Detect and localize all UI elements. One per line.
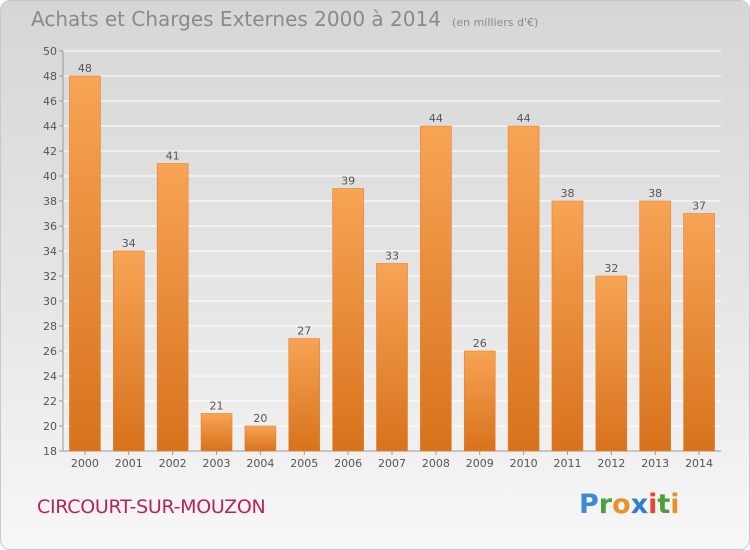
x-tick-label-2010: 2010	[510, 457, 538, 470]
x-tick-label-2009: 2009	[466, 457, 494, 470]
x-tick-label-2012: 2012	[597, 457, 625, 470]
x-tick-label-2014: 2014	[685, 457, 713, 470]
x-tick-label-2008: 2008	[422, 457, 450, 470]
data-label-2001: 34	[122, 237, 136, 250]
y-tick-label: 38	[43, 195, 57, 208]
y-tick-label: 22	[43, 395, 57, 408]
bar-2006	[332, 188, 364, 452]
bar-2009	[463, 350, 496, 452]
data-label-2000: 48	[78, 62, 92, 75]
x-tick-label-2001: 2001	[115, 457, 143, 470]
y-tick-label: 26	[43, 345, 57, 358]
y-tick-label: 50	[43, 45, 57, 58]
bar-2005	[288, 338, 321, 452]
label-layer: 48 34 41 21 20 27 39 33 44 26 44 38 32 38 37	[78, 62, 706, 425]
data-label-2013: 38	[648, 187, 662, 200]
data-label-2008: 44	[429, 112, 443, 125]
bar-2012	[595, 275, 628, 452]
x-tick-label-2005: 2005	[290, 457, 318, 470]
y-tick-label: 40	[43, 170, 57, 183]
data-label-2007: 33	[385, 250, 399, 263]
data-label-2012: 32	[604, 262, 618, 275]
y-tick-label: 24	[43, 370, 57, 383]
proxiti-logo: Proxiti	[579, 489, 680, 520]
x-tick-label-2004: 2004	[246, 457, 274, 470]
y-tick-label: 44	[43, 120, 57, 133]
bar-2008	[420, 125, 452, 452]
y-tick-label: 36	[43, 220, 57, 233]
data-label-2014: 37	[692, 200, 706, 213]
data-label-2002: 41	[166, 150, 180, 163]
bar-2010	[507, 125, 540, 452]
data-label-2005: 27	[297, 325, 311, 338]
chart-title: Achats et Charges Externes 2000 à 2014 (…	[31, 7, 538, 31]
bar-2007	[376, 263, 408, 452]
y-tick-label: 34	[43, 245, 57, 258]
y-tick-label: 48	[43, 70, 57, 83]
bar-layer	[69, 75, 715, 452]
bar-2014	[683, 213, 715, 452]
x-tick-label-2006: 2006	[334, 457, 362, 470]
y-tick-label: 28	[43, 320, 57, 333]
y-tick-label: 32	[43, 270, 57, 283]
bar-2004	[244, 425, 277, 452]
y-tick-label: 42	[43, 145, 57, 158]
x-tick-label-2000: 2000	[71, 457, 99, 470]
bar-2001	[113, 250, 145, 452]
bar-2000	[69, 75, 101, 452]
data-label-2011: 38	[560, 187, 574, 200]
y-tick-label: 30	[43, 295, 57, 308]
data-label-2009: 26	[473, 337, 487, 350]
data-label-2010: 44	[517, 112, 531, 125]
data-label-2006: 39	[341, 175, 355, 188]
x-tick-label-2007: 2007	[378, 457, 406, 470]
data-label-2003: 21	[210, 400, 224, 413]
bar-2002	[156, 163, 189, 452]
y-tick-label: 46	[43, 95, 57, 108]
chart-title-main: Achats et Charges Externes 2000 à 2014	[31, 7, 441, 31]
bar-2013	[639, 200, 672, 452]
x-tick-label-2002: 2002	[159, 457, 187, 470]
bar-2011	[551, 200, 584, 452]
chart-title-unit: (en milliers d'€)	[452, 16, 539, 29]
bar-2003	[200, 413, 233, 452]
x-tick-label-2011: 2011	[553, 457, 581, 470]
y-tick-label: 20	[43, 420, 57, 433]
data-label-2004: 20	[253, 412, 267, 425]
x-tick-label-2003: 2003	[203, 457, 231, 470]
y-tick-label: 18	[43, 445, 57, 458]
city-name: CIRCOURT-SUR-MOUZON	[37, 496, 266, 518]
x-tick-label-2013: 2013	[641, 457, 669, 470]
